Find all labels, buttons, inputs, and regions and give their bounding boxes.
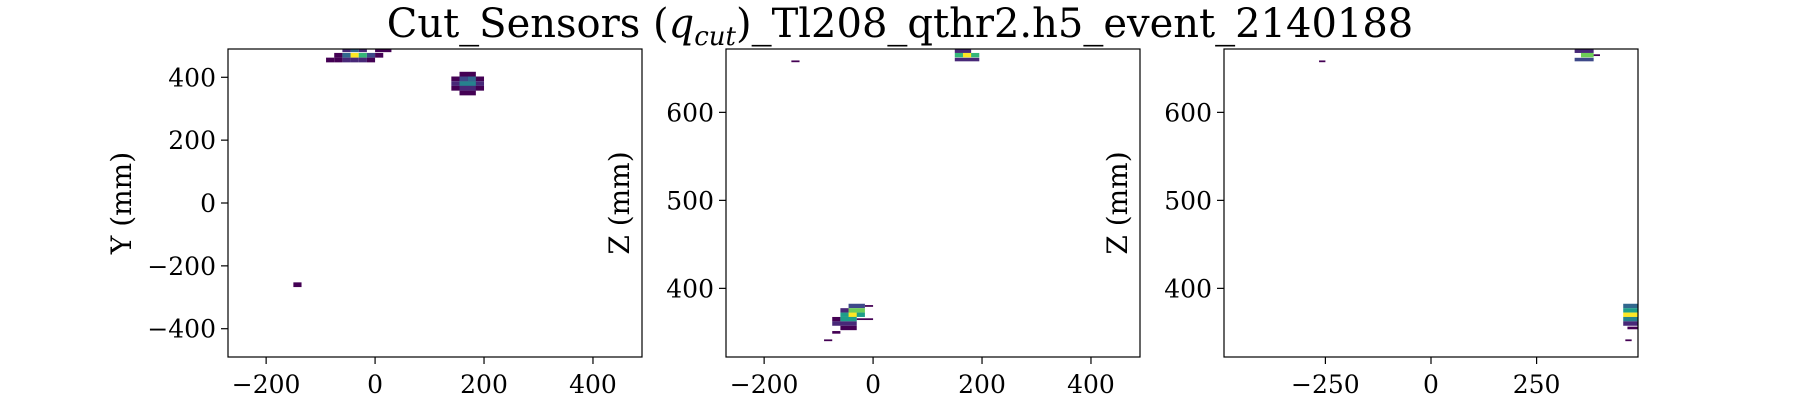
heatmap-cell (459, 76, 468, 82)
y-axis-label: Z (mm) (603, 151, 636, 254)
y-tick-label: 400 (666, 274, 714, 303)
heatmap-cell (1623, 303, 1638, 309)
heatmap-cell (1625, 339, 1632, 342)
heatmap-cell (954, 57, 980, 62)
x-tick-label: 200 (460, 370, 508, 399)
heatmap-cell (375, 49, 392, 53)
axes-frame (227, 48, 643, 358)
x-tick-label: 400 (1067, 370, 1115, 399)
y-tick-label: 500 (1164, 186, 1212, 215)
y-tick-label: 0 (200, 189, 216, 218)
x-tick-label: −250 (1291, 370, 1360, 399)
x-tick-label: 0 (367, 370, 383, 399)
heatmap-cell (848, 303, 865, 309)
heatmap-cell (459, 81, 476, 86)
heatmap-cell (1580, 52, 1594, 58)
x-tick-label: 0 (1423, 370, 1439, 399)
heatmap-cell (358, 52, 367, 58)
heatmap-cell (350, 57, 359, 63)
x-tick-label: 0 (865, 370, 881, 399)
heatmap-cell (840, 316, 857, 322)
heatmap-cells (791, 49, 980, 342)
heatmap-cell (1574, 57, 1594, 62)
heatmap-cell (1623, 312, 1638, 317)
heatmap-cell (342, 49, 351, 53)
heatmap-cell (856, 318, 874, 321)
heatmap-cell (848, 312, 857, 317)
heatmap-cell (358, 57, 367, 63)
heatmap-cell (326, 57, 335, 63)
heatmap-cell (366, 57, 376, 63)
heatmap-cell (840, 325, 857, 331)
heatmap-cell (350, 49, 359, 53)
heatmap-cell (848, 308, 865, 313)
y-axis-label: Z (mm) (1101, 151, 1134, 254)
y-tick-label: 200 (168, 126, 216, 155)
heatmap-cell (832, 316, 841, 322)
heatmap-cell (1593, 54, 1600, 57)
x-tick-label: −200 (232, 370, 301, 399)
heatmap-cell (375, 52, 384, 58)
heatmap-cell (962, 52, 972, 58)
heatmap-cell (293, 282, 302, 288)
axes-frame (1223, 48, 1639, 358)
heatmap-cell (342, 57, 351, 63)
heatmap-cell (334, 52, 343, 58)
figure-title: Cut_Sensors (qcut)_Tl208_qthr2.h5_event_… (387, 1, 1414, 52)
heatmap-cell (832, 321, 857, 326)
y-tick-label: −400 (147, 315, 216, 344)
heatmap-cell (791, 60, 800, 63)
axes-frame (725, 48, 1141, 358)
y-tick-label: 400 (168, 63, 216, 92)
y-tick-label: −200 (147, 252, 216, 281)
heatmap-cell (824, 339, 833, 342)
heatmap-cell (832, 331, 841, 334)
heatmap-cell (467, 76, 476, 82)
heatmap-cell (1574, 49, 1594, 53)
heatmap-cell (459, 90, 476, 96)
heatmap-cell (334, 57, 343, 63)
x-tick-label: 250 (1513, 370, 1561, 399)
heatmap-cell (459, 71, 476, 77)
heatmap-cell (350, 52, 359, 58)
heatmap-cell (358, 49, 367, 53)
xy-projection-panel: −200 0 200 400 −400 −200 0 200 400 Y (mm) (105, 48, 643, 399)
heatmap-cells (1319, 49, 1638, 342)
heatmap-cell (459, 85, 476, 91)
xz-projection-panel: −200 0 200 400 400 500 600 Z (mm) (603, 48, 1141, 399)
heatmap-cell (840, 308, 849, 313)
y-tick-label: 600 (666, 98, 714, 127)
x-tick-label: 400 (569, 370, 617, 399)
heatmap-cell (366, 52, 376, 58)
x-tick-label: −200 (730, 370, 799, 399)
y-tick-label: 400 (1164, 274, 1212, 303)
heatmap-cell (1623, 308, 1638, 313)
heatmap-cell (1627, 326, 1638, 330)
heatmap-cell (1623, 316, 1638, 322)
y-tick-label: 500 (666, 186, 714, 215)
y-tick-label: 600 (1164, 98, 1212, 127)
heatmap-cells (293, 49, 485, 288)
heatmap-cell (864, 305, 874, 307)
heatmap-cell (342, 52, 351, 58)
yz-projection-panel: −250 0 250 400 500 600 Z (mm) (1101, 48, 1639, 399)
heatmap-cell (1623, 321, 1638, 326)
heatmap-cell (1319, 60, 1326, 63)
x-tick-label: 200 (958, 370, 1006, 399)
y-axis-label: Y (mm) (105, 152, 138, 255)
heatmap-cell (954, 49, 972, 53)
